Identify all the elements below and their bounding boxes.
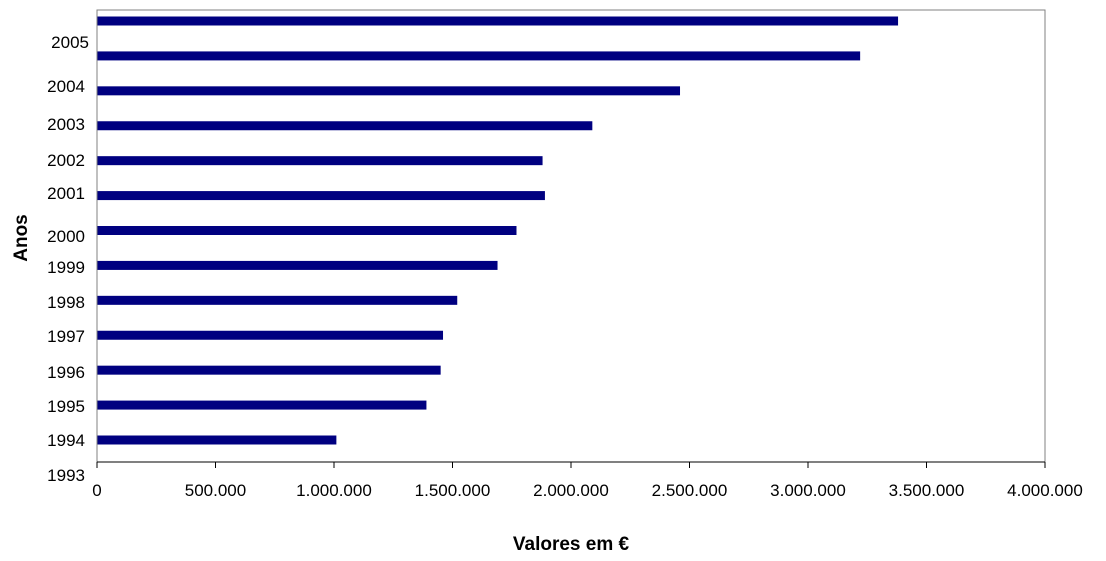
bar	[97, 330, 444, 340]
y-tick-label: 1993	[47, 466, 85, 485]
bar	[97, 86, 681, 96]
y-tick-label: 2005	[51, 33, 89, 52]
x-tick-label: 3.000.000	[770, 481, 846, 500]
y-tick-label: 1998	[47, 293, 85, 312]
y-tick-label: 2002	[47, 151, 85, 170]
y-tick-label: 2003	[47, 115, 85, 134]
y-tick-label: 1995	[47, 397, 85, 416]
y-tick-label: 2001	[47, 184, 85, 203]
bar	[97, 295, 458, 305]
y-axis-title: Anos	[11, 214, 32, 262]
x-tick-label: 1.000.000	[296, 481, 372, 500]
bar	[97, 260, 498, 270]
plot-area-frame	[96, 9, 1046, 463]
tick-labels-group: 0 500.000 1.000.000 1.500.000 2.000.000 2.500…	[47, 33, 1083, 500]
x-tick-label: 500.000	[185, 481, 246, 500]
bar	[97, 435, 337, 445]
y-tick-label: 1999	[47, 258, 85, 277]
x-tick-label: 4.000.000	[1007, 481, 1083, 500]
y-tick-label: 1994	[47, 431, 85, 450]
bar	[97, 400, 427, 410]
y-tick-label: 1997	[47, 327, 85, 346]
x-tick-label: 0	[92, 481, 101, 500]
bar	[97, 191, 545, 201]
x-tick-label: 2.500.000	[652, 481, 728, 500]
x-tick-label: 2.000.000	[533, 481, 609, 500]
y-tick-label: 1996	[47, 363, 85, 382]
x-tick-label: 3.500.000	[889, 481, 965, 500]
bar	[97, 121, 593, 131]
y-tick-label: 2004	[47, 77, 85, 96]
bar	[97, 51, 861, 61]
x-tick-label: 1.500.000	[415, 481, 491, 500]
y-tick-label: 2000	[47, 227, 85, 246]
bar	[97, 226, 517, 235]
axes-group	[96, 9, 1046, 468]
bars-group	[97, 16, 899, 445]
bar	[97, 156, 543, 166]
bar	[97, 365, 441, 375]
x-axis-title: Valores em €	[513, 534, 630, 555]
bar	[97, 16, 899, 26]
